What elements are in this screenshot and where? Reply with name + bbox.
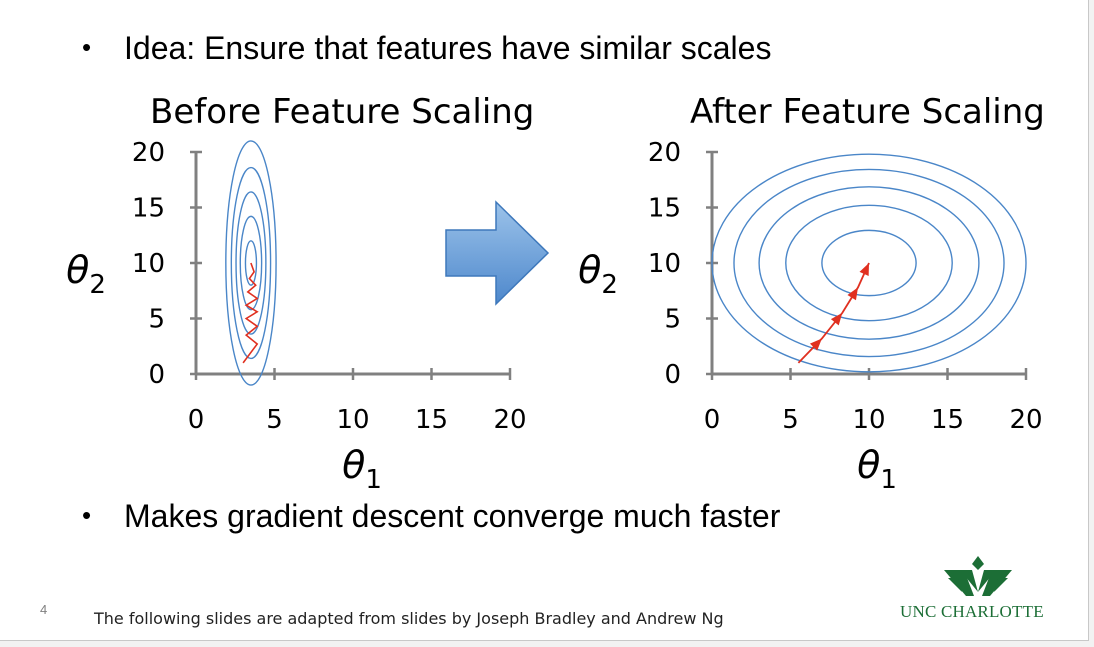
y-tick-label: 10: [132, 249, 165, 279]
contour-circle: [733, 168, 1005, 358]
footer-credit: The following slides are adapted from sl…: [94, 609, 724, 628]
logo-text: UNC CHARLOTTE: [900, 602, 1044, 621]
bullet-dot: •: [82, 500, 92, 530]
gradient-path: [797, 262, 870, 364]
x-tick-label: 0: [704, 405, 721, 435]
contour-ellipse: [235, 191, 267, 335]
y-tick-label: 0: [664, 360, 681, 390]
bullet-converge-text: Makes gradient descent converge much fas…: [124, 498, 781, 534]
bullet-converge: • Makes gradient descent converge much fa…: [82, 498, 780, 535]
y-tick-label: 0: [148, 360, 165, 390]
x-tick-label: 20: [493, 405, 526, 435]
bullet-idea-text: Idea: Ensure that features have similar …: [124, 30, 772, 66]
x-tick-label: 5: [266, 405, 283, 435]
chart-title-after: After Feature Scaling: [690, 92, 1045, 132]
y-tick-label: 20: [648, 138, 681, 168]
y-tick-label: 20: [132, 138, 165, 168]
logo-leaf: [994, 578, 1008, 592]
x-axis-label: θ1: [857, 443, 897, 495]
contour-circle: [821, 229, 917, 297]
x-tick-label: 0: [188, 405, 205, 435]
x-tick-label: 15: [931, 405, 964, 435]
contour-ellipse: [239, 215, 263, 311]
gradient-step-arrowhead: [859, 263, 869, 276]
contour-circle: [711, 153, 1027, 373]
bullet-idea: • Idea: Ensure that features have similar…: [82, 30, 771, 67]
x-tick-label: 20: [1009, 405, 1042, 435]
y-tick-label: 10: [648, 249, 681, 279]
contour-ellipse: [225, 140, 277, 386]
slide-number: 4: [40, 602, 48, 617]
gradient-step-arrowhead: [809, 338, 822, 351]
y-tick-label: 15: [132, 194, 165, 224]
chart-title-before: Before Feature Scaling: [150, 92, 535, 132]
logo-leaf: [948, 578, 962, 592]
gradient-step-arrowhead: [830, 312, 843, 326]
y-axis-label: θ2: [578, 248, 618, 300]
contour-ellipse: [230, 166, 272, 360]
contour-circle: [785, 204, 953, 322]
right-arrow-icon: [445, 200, 550, 306]
contour-ellipse: [244, 240, 258, 286]
gradient-path: [242, 262, 259, 364]
logo-leaf: [978, 570, 996, 592]
x-tick-label: 10: [852, 405, 885, 435]
x-axis-label: θ1: [342, 443, 382, 495]
y-tick-label: 5: [664, 305, 681, 335]
x-tick-label: 15: [415, 405, 448, 435]
logo-leaf: [972, 556, 984, 570]
contour-circle: [758, 186, 980, 340]
x-tick-label: 10: [336, 405, 369, 435]
bullet-dot: •: [82, 32, 92, 62]
x-tick-label: 5: [782, 405, 799, 435]
gradient-step-arrowhead: [847, 287, 858, 301]
y-tick-label: 5: [148, 305, 165, 335]
logo-leaf: [960, 570, 978, 592]
unc-charlotte-logo-icon: [944, 556, 1012, 596]
y-tick-label: 15: [648, 194, 681, 224]
